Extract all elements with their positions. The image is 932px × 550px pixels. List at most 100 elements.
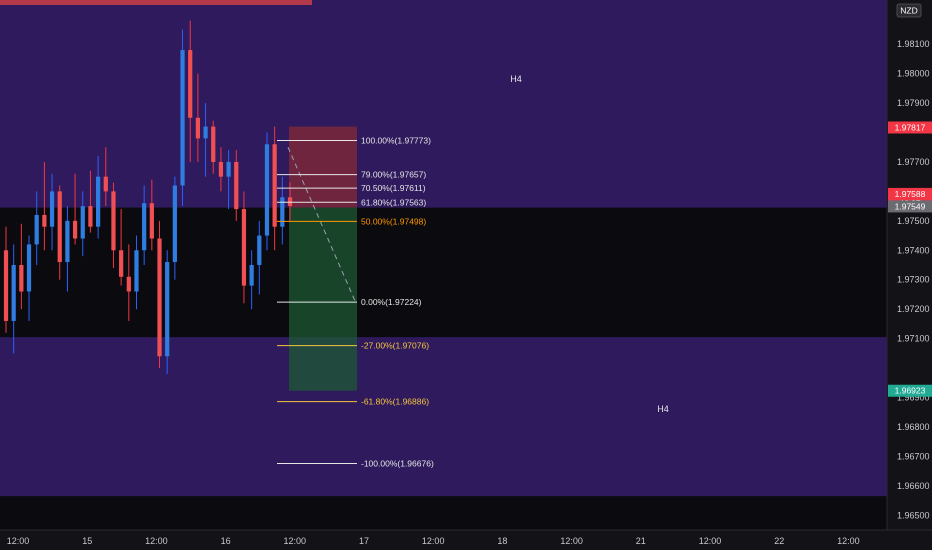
x-tick-label: 12:00 xyxy=(699,536,722,546)
fib-level-label: -27.00%(1.97076) xyxy=(361,341,429,351)
candle-body xyxy=(95,176,101,227)
candle-body xyxy=(234,161,239,210)
candle-body xyxy=(195,117,201,139)
candle-body xyxy=(218,161,224,177)
y-tick-label: 1.96500 xyxy=(897,510,930,520)
y-tick-label: 1.98100 xyxy=(897,39,930,49)
candle-body xyxy=(126,276,131,292)
candle-body xyxy=(119,250,124,277)
candle-body xyxy=(272,144,277,227)
candle-body xyxy=(88,206,93,227)
candle-body xyxy=(149,203,154,239)
y-tick-label: 1.97300 xyxy=(897,275,930,285)
candle-body xyxy=(226,161,231,177)
candle-body xyxy=(157,238,162,357)
candle-body xyxy=(172,185,177,263)
x-tick-label: 12:00 xyxy=(560,536,583,546)
y-tick-label: 1.97400 xyxy=(897,245,930,255)
price-tag-box xyxy=(888,200,932,213)
candle-body xyxy=(134,250,139,292)
candle-body xyxy=(80,206,85,239)
fib-layer: 100.00%(1.97773) 79.00%(1.97657) 70.50%(1.… xyxy=(277,135,434,468)
x-tick-label: 22 xyxy=(774,536,784,546)
x-tick-label: 12:00 xyxy=(145,536,168,546)
candle-body xyxy=(26,244,32,292)
candle-body xyxy=(11,265,16,321)
fib-level-label: 61.80%(1.97563) xyxy=(361,197,426,207)
take-profit-zone xyxy=(289,207,357,391)
candle-body xyxy=(180,50,185,186)
zones-layer: H4 H4 xyxy=(0,0,887,497)
y-tick-label: 1.96700 xyxy=(897,451,930,461)
candle-body xyxy=(3,250,9,321)
x-tick-label: 18 xyxy=(497,536,507,546)
y-tick-label: 1.96600 xyxy=(897,481,930,491)
y-tick-label: 1.97200 xyxy=(897,304,930,314)
x-tick-label: 16 xyxy=(221,536,231,546)
currency-badge[interactable]: NZD xyxy=(896,3,922,18)
y-tick-label: 1.97700 xyxy=(897,157,930,167)
x-tick-label: 15 xyxy=(82,536,92,546)
candle-body xyxy=(257,235,262,265)
zone-label: H4 xyxy=(510,74,522,84)
candle-body xyxy=(34,214,39,245)
candles-layer xyxy=(3,20,293,374)
candle-body xyxy=(280,197,285,227)
price-tag-box xyxy=(888,121,932,134)
currency-badge-box xyxy=(896,3,922,18)
fib-level-label: 50.00%(1.97498) xyxy=(361,216,426,226)
candle-body xyxy=(111,191,116,251)
candle-body xyxy=(142,203,147,251)
price-tag-label: 1.96923 xyxy=(895,386,926,396)
price-tag-box xyxy=(888,384,932,397)
candle-body xyxy=(19,265,24,292)
fib-level-label: -100.00%(1.96676) xyxy=(361,458,434,468)
candle-body xyxy=(264,144,270,236)
candle-body xyxy=(57,191,62,263)
candle-body xyxy=(241,209,247,286)
candle-body xyxy=(211,126,216,162)
x-tick-label: 12:00 xyxy=(422,536,445,546)
fib-level-label: 79.00%(1.97657) xyxy=(361,170,426,180)
currency-label: NZD xyxy=(900,6,917,16)
top-alert-bar xyxy=(0,0,312,5)
price-tag-label: 1.97817 xyxy=(895,122,926,132)
candle-body xyxy=(72,220,78,239)
h4-zone xyxy=(0,0,887,208)
time-axis-background xyxy=(0,530,932,550)
candle-body xyxy=(287,197,293,207)
candle-body xyxy=(188,50,193,118)
candle-body xyxy=(103,176,108,192)
candle-body xyxy=(165,262,170,357)
candle-body xyxy=(42,214,47,227)
y-tick-label: 1.98000 xyxy=(897,69,930,79)
y-tick-label: 1.97100 xyxy=(897,334,930,344)
stop-loss-zone xyxy=(289,126,357,208)
x-tick-label: 17 xyxy=(359,536,369,546)
candle-body xyxy=(203,126,208,139)
y-tick-label: 1.96900 xyxy=(897,393,930,403)
y-tick-label: 1.97900 xyxy=(897,98,930,108)
fib-level-label: 100.00%(1.97773) xyxy=(361,135,431,145)
fib-level-label: -61.80%(1.96886) xyxy=(361,397,429,407)
x-tick-label: 12:00 xyxy=(837,536,860,546)
position-layer xyxy=(287,126,357,391)
candle-body xyxy=(65,220,70,263)
price-tag-label: 1.97549 xyxy=(895,201,926,211)
fib-level-label: 0.00%(1.97224) xyxy=(361,297,422,307)
x-tick-label: 12:00 xyxy=(7,536,30,546)
h4-zone xyxy=(0,337,887,497)
candle-body xyxy=(49,191,55,227)
time-axis: 12:00 15 12:00 16 12:00 17 12:00 18 12:00 21 12:00… xyxy=(0,529,932,550)
y-tick-label: 1.97500 xyxy=(897,216,930,226)
x-tick-label: 21 xyxy=(636,536,646,546)
x-tick-label: 12:00 xyxy=(284,536,307,546)
price-axis-background xyxy=(887,0,932,530)
fib-level-label: 70.50%(1.97611) xyxy=(361,183,426,193)
candle-body xyxy=(249,265,254,286)
y-tick-label: 1.96800 xyxy=(897,422,930,432)
projection-line xyxy=(287,147,357,304)
price-axis: 1.98100 1.98000 1.97900 1.97700 1.97500 1.974… xyxy=(886,0,932,530)
